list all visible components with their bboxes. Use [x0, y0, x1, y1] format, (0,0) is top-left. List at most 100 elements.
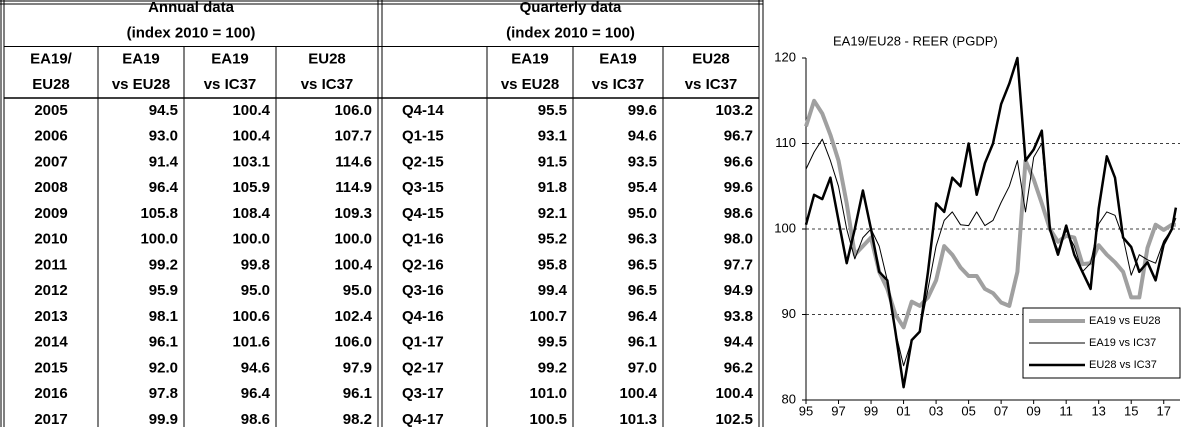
x-tick-label: 97 [831, 403, 845, 418]
row-label: 2008 [34, 179, 67, 196]
cell-value: 96.4 [149, 179, 179, 196]
cell-value: 99.6 [628, 102, 657, 119]
row-label: 2016 [34, 385, 67, 402]
cell-value: 102.4 [334, 308, 372, 325]
cell-value: 96.2 [724, 359, 753, 376]
cell-value: 98.0 [724, 231, 753, 248]
y-tick-label: 80 [782, 391, 796, 406]
x-tick-label: 01 [896, 403, 910, 418]
row-label: 2011 [35, 256, 68, 273]
column-header: EU28 [32, 76, 70, 93]
cell-value: 97.0 [628, 359, 657, 376]
row-label: Q1-15 [402, 128, 444, 145]
row-label: Q4-15 [402, 205, 444, 222]
cell-value: 97.8 [149, 385, 178, 402]
row-label: Q4-14 [402, 102, 444, 119]
cell-value: 114.9 [335, 179, 372, 196]
cell-value: 96.5 [628, 256, 657, 273]
cell-value: 99.8 [241, 256, 270, 273]
cell-value: 100.0 [334, 231, 372, 248]
cell-value: 100.4 [619, 385, 657, 402]
y-tick-label: 90 [782, 306, 796, 321]
table-frame [0, 0, 764, 427]
cell-value: 108.4 [232, 205, 270, 222]
cell-value: 99.6 [724, 179, 753, 196]
cell-value: 93.5 [628, 153, 657, 170]
cell-value: 95.0 [241, 282, 270, 299]
column-header: vs IC37 [204, 76, 257, 93]
cell-value: 103.1 [232, 153, 270, 170]
section-subtitle: (index 2010 = 100) [127, 25, 256, 42]
row-label: Q2-16 [402, 256, 444, 273]
row-label: 2005 [34, 102, 67, 119]
cell-value: 100.0 [140, 231, 178, 248]
column-header: vs IC37 [592, 76, 645, 93]
cell-value: 91.8 [538, 179, 567, 196]
cell-value: 92.0 [149, 359, 178, 376]
chart-title: EA19/EU28 - REER (PGDP) [833, 33, 998, 48]
x-tick-label: 05 [961, 403, 975, 418]
cell-value: 106.0 [334, 102, 372, 119]
series-line [804, 98, 1176, 330]
cell-value: 98.6 [241, 411, 270, 427]
cell-value: 101.3 [619, 411, 657, 427]
cell-value: 94.9 [724, 282, 753, 299]
column-header: vs IC37 [301, 76, 354, 93]
row-label: Q2-17 [402, 359, 444, 376]
row-label: Q4-17 [402, 411, 444, 427]
row-label: Q3-16 [402, 282, 444, 299]
column-header: EA19 [211, 50, 249, 67]
cell-value: 98.2 [343, 411, 372, 427]
cell-value: 100.4 [232, 128, 270, 145]
cell-value: 97.9 [343, 359, 372, 376]
cell-value: 94.6 [628, 128, 657, 145]
legend-label: EA19 vs EU28 [1089, 315, 1161, 327]
cell-value: 95.5 [538, 102, 567, 119]
cell-value: 101.6 [232, 334, 270, 351]
column-header: EA19 [599, 50, 637, 67]
cell-value: 99.4 [538, 282, 568, 299]
cell-value: 100.0 [232, 231, 270, 248]
cell-value: 96.6 [724, 153, 753, 170]
cell-value: 107.7 [334, 128, 372, 145]
cell-value: 93.0 [149, 128, 178, 145]
cell-value: 96.3 [628, 231, 657, 248]
cell-value: 96.4 [241, 385, 271, 402]
cell-value: 91.5 [538, 153, 567, 170]
cell-value: 96.5 [628, 282, 657, 299]
row-label: 2007 [34, 153, 67, 170]
column-header: EU28 [308, 50, 346, 67]
row-label: Q1-17 [402, 334, 444, 351]
cell-value: 94.4 [724, 334, 754, 351]
cell-value: 100.7 [529, 308, 567, 325]
section-title: Quarterly data [520, 0, 622, 16]
cell-value: 93.8 [724, 308, 753, 325]
cell-value: 92.1 [538, 205, 567, 222]
series-line [805, 138, 1177, 367]
cell-value: 105.9 [232, 179, 270, 196]
cell-value: 95.4 [628, 179, 658, 196]
y-tick-label: 110 [775, 135, 796, 150]
x-tick-label: 07 [994, 403, 1008, 418]
section-subtitle: (index 2010 = 100) [506, 25, 635, 42]
y-tick-label: 100 [774, 220, 796, 235]
cell-value: 100.5 [529, 411, 567, 427]
cell-value: 100.4 [232, 102, 270, 119]
row-label: Q3-15 [402, 179, 444, 196]
cell-value: 109.3 [334, 205, 372, 222]
cell-value: 95.9 [149, 282, 178, 299]
x-tick-label: 09 [1026, 403, 1040, 418]
row-label: 2006 [34, 128, 67, 145]
cell-value: 98.1 [149, 308, 178, 325]
cell-value: 93.1 [538, 128, 567, 145]
row-label: 2015 [34, 359, 67, 376]
x-tick-label: 11 [1059, 403, 1073, 418]
cell-value: 96.1 [628, 334, 657, 351]
cell-value: 95.0 [628, 205, 657, 222]
column-header: vs EU28 [112, 76, 170, 93]
cell-value: 105.8 [140, 205, 178, 222]
x-tick-label: 17 [1157, 403, 1171, 418]
row-label: Q4-16 [402, 308, 444, 325]
column-header: EA19 [511, 50, 549, 67]
legend-label: EU28 vs IC37 [1089, 359, 1157, 371]
